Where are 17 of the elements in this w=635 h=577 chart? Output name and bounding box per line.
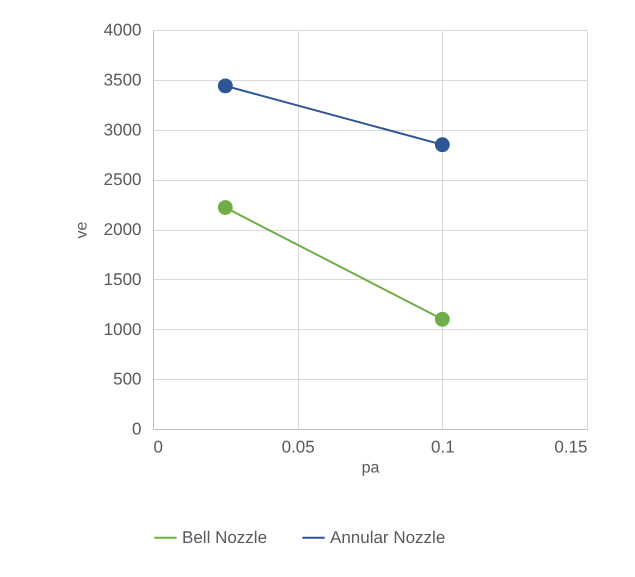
- y-tick-label: 1500: [104, 270, 142, 289]
- y-axis-title: ve: [74, 221, 91, 238]
- y-tick-label: 3000: [104, 120, 142, 140]
- x-tick-label: 0.15: [554, 438, 588, 456]
- y-tick-label: 2000: [104, 220, 142, 239]
- x-axis-title: pa: [362, 460, 380, 476]
- y-tick-label: 2500: [104, 170, 142, 190]
- x-tick-label: 0.1: [431, 438, 455, 456]
- y-tick-label: 500: [113, 370, 142, 389]
- x-tick-label: 0.05: [282, 438, 315, 456]
- y-tick-label: 1000: [104, 320, 142, 339]
- x-tick-label: 0: [154, 438, 163, 456]
- y-tick-label: 0: [132, 420, 142, 438]
- y-tick-label: 4000: [104, 20, 142, 40]
- legend-label: Bell Nozzle: [182, 528, 268, 547]
- legend-label: Annular Nozzle: [330, 528, 446, 547]
- y-tick-label: 3500: [104, 70, 142, 90]
